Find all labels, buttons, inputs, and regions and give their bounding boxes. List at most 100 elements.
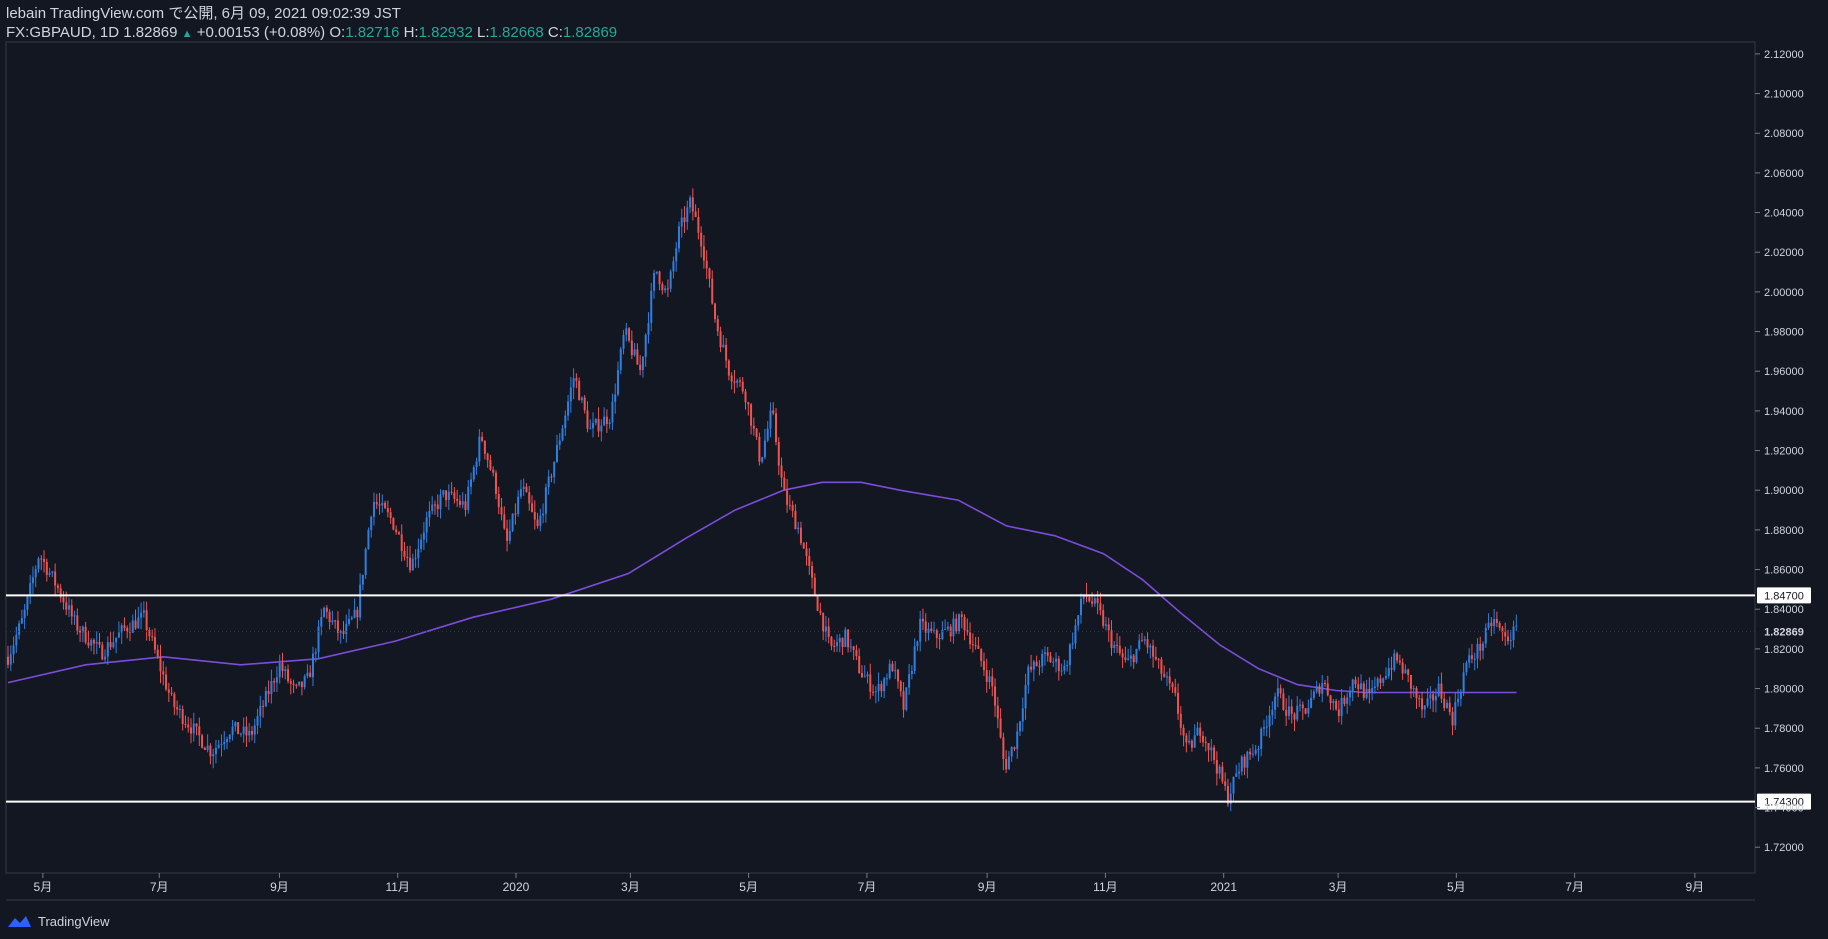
time-axis[interactable]: 5月 7月 9月 11月 2020 3月 5月 7月 9月 11月 2021 3月 5月 7月 9月 [34,873,1705,894]
up-candle [594,418,597,426]
down-candle [386,500,389,518]
candle-body [1412,688,1415,690]
candle-body [453,492,456,499]
down-candle [777,437,780,476]
candle-body [1196,727,1199,736]
up-candle [1321,674,1324,703]
candle-body [486,453,489,461]
candle-body [944,628,947,630]
candle-body [84,626,87,643]
candle-body [1201,735,1204,742]
up-candle [23,604,26,630]
candle-body [109,642,112,648]
down-candle [458,494,461,508]
candle-body [262,705,265,707]
down-candle [808,548,811,575]
y-tick-label: 1.72000 [1764,842,1804,854]
up-candle [614,383,617,414]
candle-body [1246,751,1249,768]
up-candle [1310,689,1313,709]
candle-body [1046,652,1049,656]
up-candle [558,433,561,450]
candle-body [1382,678,1385,683]
up-candle [1487,613,1490,631]
down-candle [159,644,162,684]
down-candle [780,457,783,488]
candle-body [1240,756,1243,772]
down-candle [1432,690,1435,713]
candle-body [1482,643,1485,651]
candle-body [838,637,841,643]
candle-body [320,617,323,627]
up-candle [836,634,839,653]
horizontal-levels-layer[interactable]: 1.84700 1.74300 1.82869 [6,587,1811,810]
down-candle [847,629,850,653]
ohlc-legend[interactable]: FX:GBPAUD, 1D 1.82869 ▲ +0.00153 (+0.08%… [6,23,1606,44]
down-candle [528,486,531,511]
candle-body [1354,679,1357,685]
up-candle [1135,648,1138,664]
up-candle [1423,704,1426,718]
candle-body [65,602,68,610]
candle-body [1091,601,1094,604]
up-candle [264,686,267,708]
up-candle [1484,623,1487,648]
chart-header: lebain TradingView.com で公開, 6月 09, 2021 … [6,4,1606,44]
candle-body [503,514,506,529]
down-candle [1301,701,1304,720]
candle-body [90,639,93,646]
up-candle [231,719,234,741]
down-candle [433,500,436,515]
candle-body [616,370,619,395]
candle-body [117,632,120,638]
candle-body [386,508,389,513]
candle-body [226,739,229,742]
candle-body [727,360,730,376]
up-candle [1351,678,1354,702]
up-candle [353,598,356,619]
candle-body [819,610,822,613]
candle-body [1268,715,1271,727]
candle-body [431,504,434,512]
up-candle [420,534,423,553]
up-candle [1260,727,1263,757]
candle-body [1373,686,1376,689]
tradingview-logo[interactable]: TradingView [6,910,110,932]
up-candle [1429,686,1432,710]
candle-body [467,486,470,510]
down-candle [791,500,794,518]
down-candle [1177,683,1180,720]
down-candle [1501,625,1504,641]
up-candle [425,511,428,543]
up-candle [142,601,145,618]
down-candle [578,377,581,401]
down-candle [506,519,509,552]
candle-body [1498,623,1501,628]
up-candle [239,732,242,737]
up-candle [1257,745,1260,762]
up-candle [417,538,420,568]
x-tick-label: 7月 [150,880,169,894]
candle-body [982,661,985,671]
up-candle [29,574,32,604]
down-candle [262,700,265,718]
change-arrow-icon: ▲ [181,28,193,40]
up-candle [1165,671,1168,687]
candle-body [1462,672,1465,692]
price-axis[interactable]: 2.12000 2.10000 2.08000 2.06000 2.04000 2.020… [1755,49,1804,854]
candle-body [578,380,581,401]
candle-body [1509,640,1512,642]
candle-body [275,677,278,683]
down-candle [153,628,156,654]
candle-body [381,502,384,506]
up-candle [414,549,417,568]
symbol-label[interactable]: FX:GBPAUD, 1D [6,24,120,41]
y-tick-label: 1.80000 [1764,684,1804,696]
up-candle [475,457,478,475]
down-candle [536,512,539,529]
candle-body [1168,676,1171,684]
candle-body [1340,697,1343,717]
candle-body [689,197,692,208]
candle-body [1271,709,1274,716]
